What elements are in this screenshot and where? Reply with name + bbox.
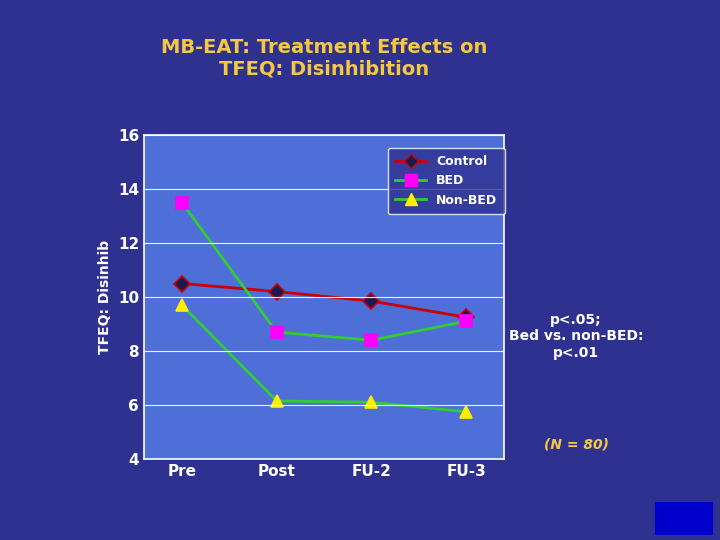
Non-BED [178, 302, 186, 308]
BED [462, 318, 470, 325]
Non-BED [367, 399, 376, 406]
BED [272, 329, 281, 335]
Control [272, 288, 281, 295]
Legend: Control, BED, Non-BED: Control, BED, Non-BED [387, 148, 505, 214]
Control [178, 280, 186, 287]
Line: BED: BED [176, 196, 472, 347]
Non-BED [272, 397, 281, 404]
Line: Non-BED: Non-BED [176, 299, 472, 418]
Y-axis label: TFEQ: Disinhib: TFEQ: Disinhib [99, 240, 112, 354]
Control [462, 314, 470, 320]
Text: (N = 80): (N = 80) [544, 437, 608, 451]
Control [367, 298, 376, 305]
BED [178, 199, 186, 206]
Text: p<.05;
Bed vs. non-BED:
p<.01: p<.05; Bed vs. non-BED: p<.01 [509, 313, 643, 360]
BED [367, 337, 376, 343]
Text: MB-EAT: Treatment Effects on
TFEQ: Disinhibition: MB-EAT: Treatment Effects on TFEQ: Disin… [161, 38, 487, 79]
Line: Control: Control [176, 278, 472, 323]
Non-BED [462, 408, 470, 415]
